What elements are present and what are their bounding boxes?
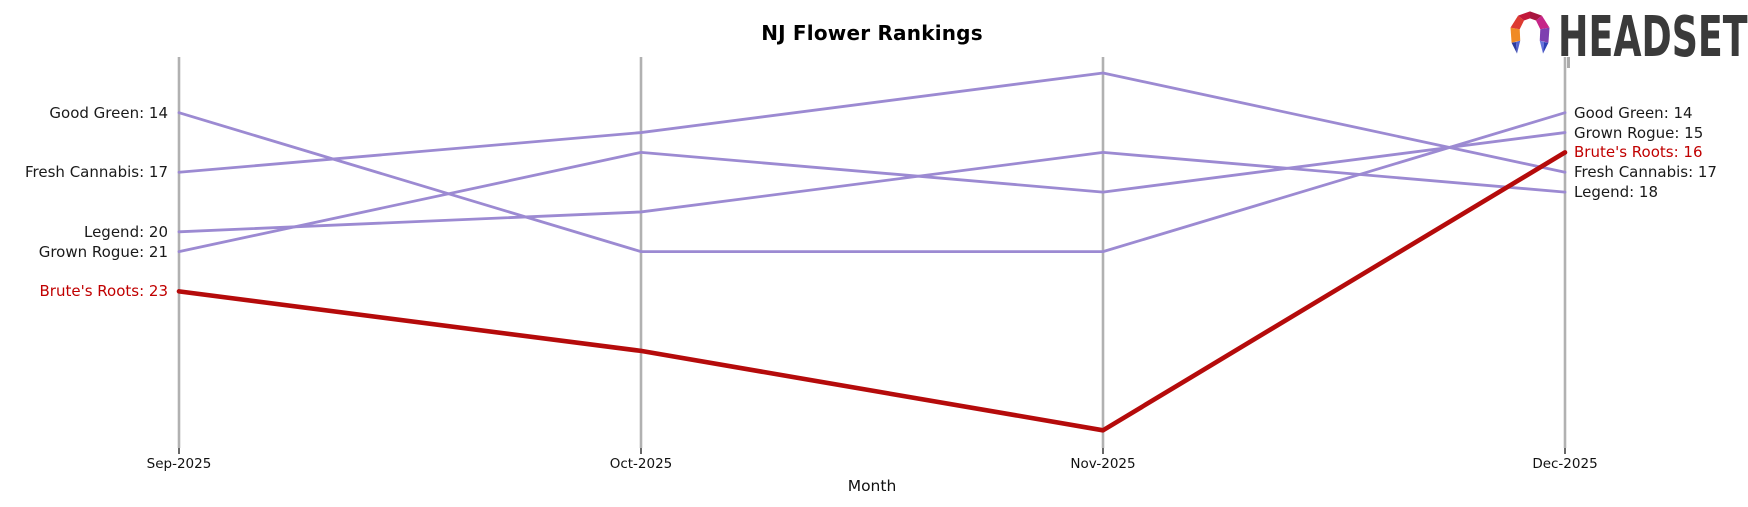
series-line-fresh-cannabis xyxy=(177,71,1567,174)
right-axis-label: Brute's Roots: 16 xyxy=(1574,143,1703,162)
series-line-good-green xyxy=(177,111,1567,254)
x-tick-label: Oct-2025 xyxy=(609,456,673,472)
x-tick-label: Sep-2025 xyxy=(146,456,212,472)
x-tick-label: Dec-2025 xyxy=(1532,456,1598,472)
left-axis-label: Brute's Roots: 23 xyxy=(39,282,169,301)
right-axis-label: Legend: 18 xyxy=(1574,183,1659,202)
x-axis-title: Month xyxy=(847,477,897,495)
left-axis-label: Good Green: 14 xyxy=(49,103,168,122)
right-axis-label: Good Green: 14 xyxy=(1574,103,1693,122)
chart-title: NJ Flower Rankings xyxy=(761,21,983,45)
left-axis-label: Legend: 20 xyxy=(83,222,168,241)
logo-small-mark xyxy=(1567,57,1570,68)
right-axis-label: Fresh Cannabis: 17 xyxy=(1574,163,1717,182)
left-axis-label: Fresh Cannabis: 17 xyxy=(25,163,168,182)
headset-logo-text: HEADSET xyxy=(1558,5,1748,70)
right-axis-label: Grown Rogue: 15 xyxy=(1574,123,1704,142)
series-line-legend xyxy=(177,150,1567,234)
headset-logo: HEADSET xyxy=(1502,5,1748,70)
series-line-brute-s-roots xyxy=(176,150,1568,433)
x-tick-label: Nov-2025 xyxy=(1070,456,1136,472)
series-line-grown-rogue xyxy=(177,131,1567,254)
headset-logo-icon xyxy=(1510,11,1550,54)
left-axis-label: Grown Rogue: 21 xyxy=(38,242,168,261)
